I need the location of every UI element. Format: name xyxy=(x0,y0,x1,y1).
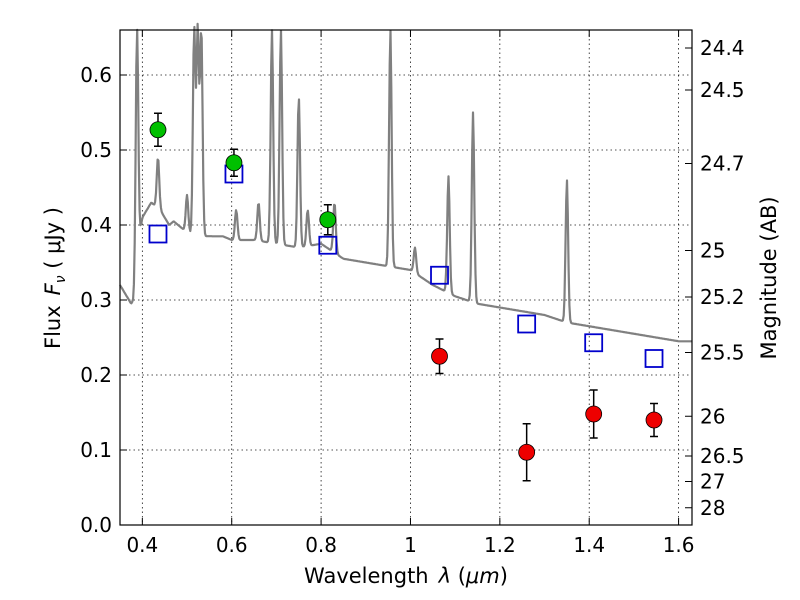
y-tick-label: 0.1 xyxy=(80,438,112,462)
y-tick-label: 0.3 xyxy=(80,288,112,312)
points-layer xyxy=(148,112,664,482)
x-tick-label: 1.6 xyxy=(663,533,695,557)
x-tick-label: 1.2 xyxy=(484,533,516,557)
x-tick-label: 1 xyxy=(404,533,417,557)
optical-point xyxy=(149,121,167,139)
ticks-layer: 0.4 0.6 0.8 1 1.2 1.4 1.6 0.0 0.1 0.2 0.3 0.4 0.5 0.6… xyxy=(80,30,745,557)
mag-tick-label: 25 xyxy=(700,239,725,263)
x-tick-label: 0.6 xyxy=(216,533,248,557)
model-flux-square xyxy=(584,333,604,353)
mag-tick-label: 28 xyxy=(700,496,725,520)
x-axis-label: Wavelength λ (μm) xyxy=(304,564,508,588)
x-tick-label: 0.8 xyxy=(305,533,337,557)
mag-tick-label: 25.5 xyxy=(700,341,745,365)
y-tick-label: 0.6 xyxy=(80,63,112,87)
model-flux-square xyxy=(430,265,449,285)
x-tick-label: 1.4 xyxy=(573,533,605,557)
near-ir-point xyxy=(518,443,536,461)
spectrum-line xyxy=(119,22,693,343)
spectrum-layer xyxy=(119,22,693,343)
mag-tick-label: 26 xyxy=(700,404,725,428)
y-tick-label: 0.2 xyxy=(80,363,112,387)
optical-point xyxy=(225,154,243,172)
y2-axis-label: Magnitude (AB) xyxy=(757,196,781,359)
model-flux-square xyxy=(148,224,168,244)
model-flux-square xyxy=(644,349,664,368)
optical-point xyxy=(319,211,337,229)
mag-tick-label: 27 xyxy=(700,470,725,494)
mag-tick-label: 24.5 xyxy=(700,78,745,102)
mag-tick-label: 24.7 xyxy=(700,152,745,176)
mag-tick-label: 24.4 xyxy=(700,36,745,60)
plot-frame xyxy=(119,29,693,526)
model-flux-square xyxy=(517,314,537,334)
near-ir-point xyxy=(431,347,448,365)
mag-tick-label: 25.2 xyxy=(700,285,745,309)
grid-lines xyxy=(120,30,692,526)
y-axis-label: FluxFν ( μJy ) xyxy=(41,207,69,349)
y-tick-label: 0.4 xyxy=(80,213,112,237)
near-ir-point xyxy=(585,405,603,423)
near-ir-point xyxy=(645,411,663,429)
y-tick-label: 0.5 xyxy=(80,138,112,162)
model-flux-square xyxy=(318,235,338,255)
mag-tick-label: 26.5 xyxy=(700,444,745,468)
y-tick-label: 0.0 xyxy=(80,513,112,537)
x-tick-label: 0.4 xyxy=(126,533,158,557)
